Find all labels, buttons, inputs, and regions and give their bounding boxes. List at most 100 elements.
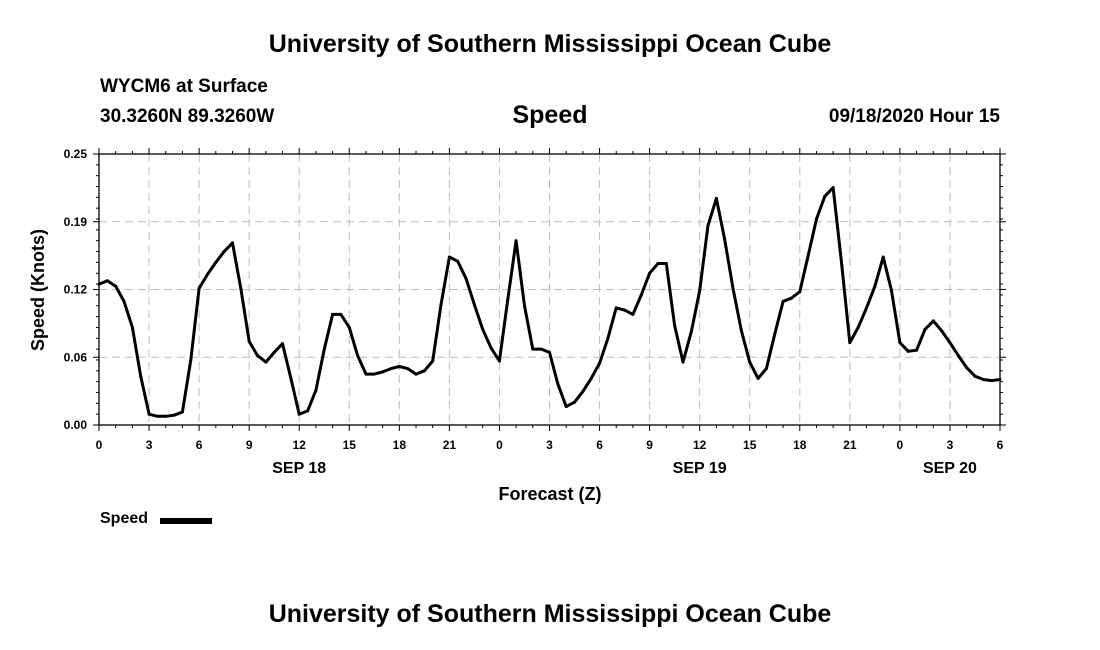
- speed-data-point: [356, 354, 360, 358]
- speed-data-point: [931, 319, 935, 323]
- speed-data-point: [214, 260, 218, 264]
- speed-data-point: [431, 359, 435, 363]
- legend-label: Speed: [100, 510, 149, 527]
- date-labels: SEP 18 SEP 19 SEP 20: [272, 460, 977, 477]
- speed-data-point: [706, 224, 710, 227]
- speed-data-point: [489, 346, 493, 350]
- y-tick-label: 0.00: [64, 418, 88, 432]
- page-title: University of Southern Mississippi Ocean…: [268, 30, 832, 58]
- x-tick-label: 18: [393, 438, 407, 452]
- speed-data-point: [272, 350, 276, 354]
- speed-data-point: [456, 259, 460, 263]
- x-tick-label: 0: [897, 438, 904, 452]
- speed-data-point: [197, 286, 201, 290]
- speed-data-point: [840, 260, 843, 264]
- speed-data-point: [506, 297, 510, 301]
- speed-data-point: [865, 306, 868, 310]
- speed-data-point: [414, 372, 418, 376]
- grid-lines: [99, 154, 1000, 425]
- speed-data-point: [322, 347, 326, 351]
- speed-data-point: [731, 286, 735, 290]
- x-axis-title: Forecast (Z): [498, 484, 601, 504]
- speed-data-point: [915, 348, 919, 352]
- station-name: WYCM6 at Surface: [100, 76, 268, 97]
- speed-data-point: [664, 262, 668, 265]
- speed-data-point: [956, 354, 960, 358]
- speed-data-point: [347, 325, 351, 329]
- speed-data-point: [589, 376, 593, 380]
- speed-data-point: [981, 378, 985, 381]
- speed-data-point: [564, 405, 568, 409]
- speed-data-point: [406, 367, 410, 371]
- speed-data-point: [606, 336, 610, 340]
- speed-data-point: [698, 289, 702, 293]
- speed-data-point: [139, 374, 143, 378]
- x-tick-label: 0: [96, 438, 103, 452]
- speed-data-point: [372, 372, 376, 376]
- speed-data-point: [281, 342, 284, 346]
- speed-data-point: [389, 367, 393, 371]
- x-tick-label: 6: [596, 438, 603, 452]
- speed-data-points: [97, 186, 1002, 418]
- speed-data-point: [523, 304, 526, 308]
- footer-title: University of Southern Mississippi Ocean…: [268, 600, 832, 628]
- speed-data-point: [231, 241, 234, 245]
- speed-data-point: [122, 299, 126, 303]
- issue-time: 09/18/2020 Hour 15: [828, 106, 1000, 127]
- speed-data-point: [164, 414, 168, 418]
- speed-data-point: [105, 279, 109, 283]
- speed-data-point: [940, 329, 944, 333]
- y-tick-label: 0.19: [64, 215, 88, 229]
- speed-data-point: [923, 328, 927, 332]
- speed-data-point: [381, 370, 385, 374]
- speed-data-point: [764, 367, 768, 371]
- date-label: SEP 19: [673, 460, 727, 477]
- y-tick-label: 0.12: [64, 283, 88, 297]
- speed-data-point: [723, 238, 727, 242]
- speed-data-point: [447, 255, 451, 259]
- speed-data-point: [531, 347, 535, 351]
- legend-swatch: [160, 518, 212, 524]
- speed-data-point: [948, 341, 952, 345]
- x-tick-label: 15: [343, 438, 357, 452]
- speed-data-point: [831, 186, 835, 190]
- speed-data-point: [497, 359, 501, 363]
- speed-data-point: [639, 293, 643, 297]
- x-tick-label: 9: [246, 438, 253, 452]
- x-tick-labels: 0 3 6 9 12 15 18 21 0 3 6 9 12 15 18 21 0 3 6: [96, 438, 1004, 452]
- date-label: SEP 20: [923, 460, 977, 477]
- x-tick-label: 6: [196, 438, 203, 452]
- x-tick-label: 9: [646, 438, 653, 452]
- speed-data-point: [264, 360, 268, 364]
- speed-data-point: [965, 366, 969, 369]
- speed-data-point: [339, 312, 343, 316]
- chart-title: Speed: [512, 101, 588, 129]
- x-tick-label: 3: [947, 438, 954, 452]
- x-tick-label: 21: [843, 438, 857, 452]
- x-tick-label: 12: [293, 438, 307, 452]
- speed-data-point: [614, 306, 618, 310]
- speed-data-point: [973, 374, 977, 378]
- speed-data-point: [873, 284, 877, 288]
- speed-data-point: [856, 325, 860, 329]
- speed-data-point: [222, 250, 226, 254]
- speed-data-point: [689, 330, 693, 334]
- speed-data-point: [422, 369, 426, 373]
- speed-data-point: [189, 358, 193, 362]
- speed-data-point: [556, 382, 560, 386]
- speed-data-point: [673, 323, 677, 327]
- speed-data-point: [890, 289, 893, 293]
- speed-data-point: [773, 332, 777, 336]
- speed-data-point: [256, 354, 259, 358]
- x-tick-label: 15: [743, 438, 757, 452]
- speed-data-point: [206, 272, 209, 276]
- speed-data-point: [130, 325, 134, 329]
- speed-data-point: [990, 379, 994, 383]
- speed-data-point: [180, 410, 184, 414]
- speed-data-point: [331, 312, 335, 316]
- speed-data-point: [739, 329, 743, 333]
- speed-data-point: [748, 360, 752, 364]
- x-tick-label: 0: [496, 438, 503, 452]
- speed-data-point: [648, 271, 652, 275]
